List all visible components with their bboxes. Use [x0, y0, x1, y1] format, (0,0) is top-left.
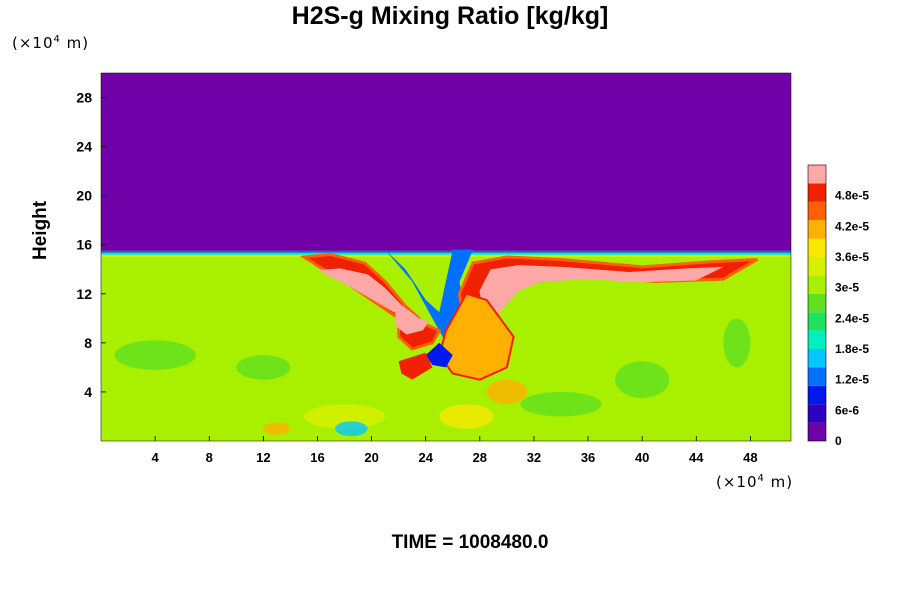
- field-patch: [723, 318, 751, 368]
- interface-band: [101, 250, 791, 253]
- y-tick-label: 12: [76, 286, 92, 302]
- colorbar-tick-label: 2.4e-5: [835, 311, 869, 325]
- colorbar-tick-label: 0: [835, 434, 842, 448]
- interface-band: [101, 252, 791, 255]
- x-axis-ticks: 4 8 12 16 20 24 28 32 36 40 44 48: [152, 436, 758, 465]
- colorbar-swatch: [808, 257, 826, 276]
- lower-red-patch: [398, 352, 433, 380]
- colorbar-frame: [807, 164, 827, 442]
- field-patch: [486, 379, 528, 405]
- y-tick-label: 28: [76, 90, 92, 106]
- field-patch: [236, 355, 291, 380]
- y-unit-label: (×104 m): [12, 34, 90, 52]
- colorbar-swatch: [808, 312, 826, 331]
- x-tick-label: 44: [689, 450, 704, 465]
- x-tick-label: 48: [743, 450, 757, 465]
- time-label: TIME = 1008480.0: [391, 532, 549, 553]
- x-tick-label: 12: [256, 450, 270, 465]
- x-unit-label: (×104 m): [716, 473, 794, 491]
- left-plume-peak: [317, 268, 429, 335]
- colorbar-swatch: [808, 330, 826, 349]
- colorbar-swatch: [808, 238, 826, 257]
- plot-frame: [100, 72, 792, 442]
- colorbar-tick-label: 1.2e-5: [835, 373, 869, 387]
- colorbar-swatch: [808, 165, 826, 184]
- field-patch: [303, 404, 386, 429]
- colorbar-swatch: [808, 404, 826, 423]
- field-patch: [114, 340, 196, 370]
- x-tick-label: 20: [364, 450, 378, 465]
- colorbar-tick-label: 4.2e-5: [835, 219, 869, 233]
- field-patch: [520, 391, 602, 417]
- colorbar-swatch: [808, 183, 826, 202]
- field-patch: [263, 422, 291, 435]
- colorbar-swatch: [808, 293, 826, 313]
- x-tick-label: 28: [473, 450, 487, 465]
- colorbar: 0 6e-6 1.2e-5 1.8e-5 2.4e-5 3e-5 3.6e-5 4.2e-5 4…: [807, 164, 869, 448]
- x-tick-label: 8: [206, 450, 213, 465]
- colorbar-tick-label: 1.8e-5: [835, 342, 869, 356]
- colorbar-swatch: [808, 367, 826, 386]
- x-tick-label: 24: [418, 450, 433, 465]
- y-tick-label: 4: [84, 384, 92, 400]
- colorbar-swatch: [808, 385, 826, 405]
- y-tick-label: 24: [76, 139, 92, 155]
- y-tick-label: 20: [76, 188, 92, 204]
- x-tick-label: 16: [310, 450, 324, 465]
- colorbar-tick-label: 3e-5: [835, 281, 859, 295]
- colorbar-tick-label: 4.8e-5: [835, 189, 869, 203]
- right-plume-peak: [479, 265, 724, 326]
- colorbar-swatch: [808, 201, 826, 221]
- x-tick-label: 32: [527, 450, 541, 465]
- x-tick-label: 4: [152, 450, 160, 465]
- heatmap-plot-area: [101, 73, 791, 441]
- y-tick-label: 16: [76, 237, 92, 253]
- x-tick-label: 36: [581, 450, 595, 465]
- field-patch: [335, 421, 368, 437]
- field-patch: [439, 404, 494, 429]
- x-tick-label: 40: [635, 450, 649, 465]
- interface-band: [101, 254, 791, 257]
- chart-title: H2S-g Mixing Ratio [kg/kg]: [291, 2, 609, 30]
- colorbar-swatch: [808, 275, 826, 294]
- colorbar-swatch: [808, 220, 826, 239]
- colorbar-tick-label: 3.6e-5: [835, 250, 869, 264]
- colorbar-tick-label: 6e-6: [835, 403, 859, 417]
- colorbar-swatch: [808, 422, 826, 441]
- field-patch: [615, 361, 670, 399]
- depleted-pocket: [425, 342, 453, 368]
- y-tick-label: 8: [84, 335, 92, 351]
- y-axis-ticks: 4 8 12 16 20 24 28: [76, 90, 106, 400]
- colorbar-swatch: [808, 349, 826, 368]
